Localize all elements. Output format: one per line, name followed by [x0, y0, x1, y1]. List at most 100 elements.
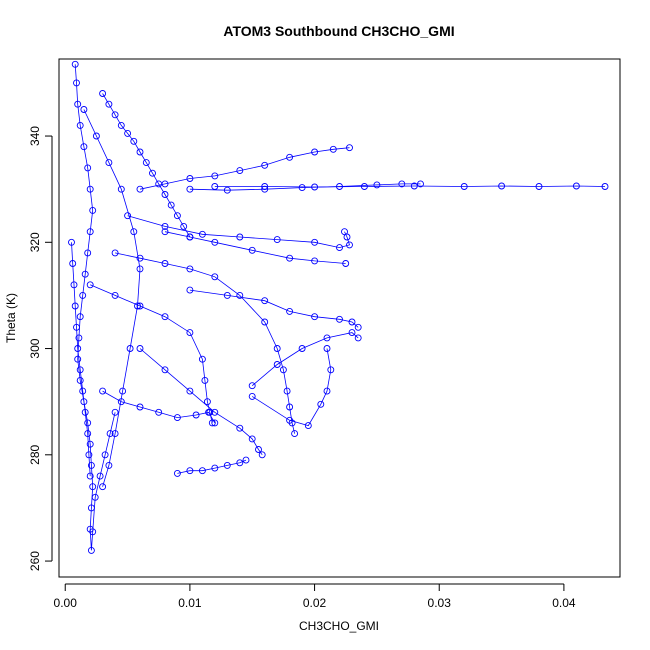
data-point	[85, 451, 93, 459]
data-point	[298, 184, 306, 192]
data-point	[81, 270, 89, 278]
x-tick-label: 0.02	[303, 596, 327, 610]
data-point	[136, 345, 144, 352]
data-point	[211, 419, 219, 427]
data-point	[81, 408, 89, 416]
data-point	[155, 408, 163, 416]
data-point	[417, 180, 424, 188]
data-point	[186, 233, 194, 241]
data-point	[136, 185, 144, 193]
plot-frame	[58, 58, 621, 578]
data-point	[86, 472, 94, 480]
x-axis-label: CH3CHO_GMI	[299, 619, 379, 633]
data-point	[211, 464, 219, 472]
data-point	[91, 493, 99, 501]
data-point	[535, 183, 543, 190]
y-tick-label: 260	[28, 551, 42, 571]
data-point	[80, 106, 88, 113]
x-axis: 0.00 0.01 0.02 0.03 0.04	[54, 583, 576, 610]
data-point	[572, 182, 580, 190]
data-point	[136, 403, 144, 411]
data-point	[304, 422, 312, 430]
data-point	[329, 145, 337, 153]
x-tick-label: 0.04	[552, 596, 576, 610]
data-point	[136, 302, 144, 310]
data-point	[119, 387, 127, 395]
y-tick-label: 300	[28, 338, 42, 358]
data-point	[69, 260, 77, 267]
data-point	[111, 408, 119, 416]
data-point	[87, 461, 95, 469]
data-point	[71, 302, 79, 310]
data-point	[86, 281, 94, 289]
data-point	[261, 183, 269, 190]
data-point	[86, 185, 94, 193]
data-point	[236, 167, 244, 175]
data-point	[101, 451, 109, 459]
data-point	[136, 148, 144, 156]
data-point	[84, 249, 92, 257]
x-tick-label: 0.01	[178, 596, 202, 610]
data-point	[86, 440, 94, 448]
data-point	[279, 366, 287, 374]
data-point	[89, 206, 97, 214]
data-point	[99, 387, 107, 395]
data-point	[99, 483, 107, 491]
data-point	[89, 528, 97, 536]
data-point	[124, 129, 132, 137]
data-point	[211, 273, 219, 281]
data-point	[79, 291, 87, 299]
series-line	[90, 284, 213, 423]
data-point	[80, 143, 88, 151]
data-point	[348, 329, 356, 337]
data-point	[236, 459, 244, 467]
data-point	[248, 435, 256, 443]
data-point	[323, 334, 331, 342]
y-tick-label: 340	[28, 126, 42, 146]
data-point	[76, 366, 84, 374]
data-point	[192, 411, 200, 419]
data-point	[149, 169, 156, 177]
series-points	[68, 60, 609, 554]
data-point	[74, 345, 82, 352]
data-point	[341, 228, 348, 236]
data-point	[105, 159, 113, 167]
data-point	[74, 355, 82, 363]
data-point	[248, 246, 256, 254]
x-tick-label: 0.03	[428, 596, 452, 610]
series-line	[102, 93, 191, 238]
data-point	[273, 345, 281, 352]
x-tick-label: 0.00	[54, 596, 78, 610]
series-line	[127, 215, 351, 249]
data-point	[317, 400, 325, 408]
data-point	[201, 376, 209, 384]
data-point	[198, 467, 206, 475]
data-point	[354, 323, 362, 331]
data-point	[86, 228, 94, 236]
data-point	[261, 318, 269, 326]
data-point	[87, 546, 95, 554]
data-point	[211, 238, 219, 246]
series-line	[177, 459, 247, 474]
data-point	[84, 419, 92, 427]
data-point	[161, 222, 169, 230]
series-line	[115, 252, 295, 434]
data-point	[211, 172, 219, 180]
data-point	[186, 175, 194, 182]
data-point	[76, 376, 84, 384]
data-point	[186, 467, 194, 475]
series-line	[74, 64, 116, 551]
data-point	[323, 387, 331, 395]
y-axis: 260 280 300 320 340	[28, 126, 53, 571]
series-line	[251, 332, 359, 387]
data-point	[346, 241, 353, 249]
data-point	[106, 430, 114, 438]
data-point	[236, 233, 244, 241]
data-point	[236, 291, 244, 299]
series-line	[139, 348, 263, 456]
data-point	[242, 456, 250, 464]
y-tick-label: 280	[28, 444, 42, 464]
data-point	[117, 121, 125, 129]
data-point	[273, 361, 281, 368]
data-point	[258, 451, 266, 459]
